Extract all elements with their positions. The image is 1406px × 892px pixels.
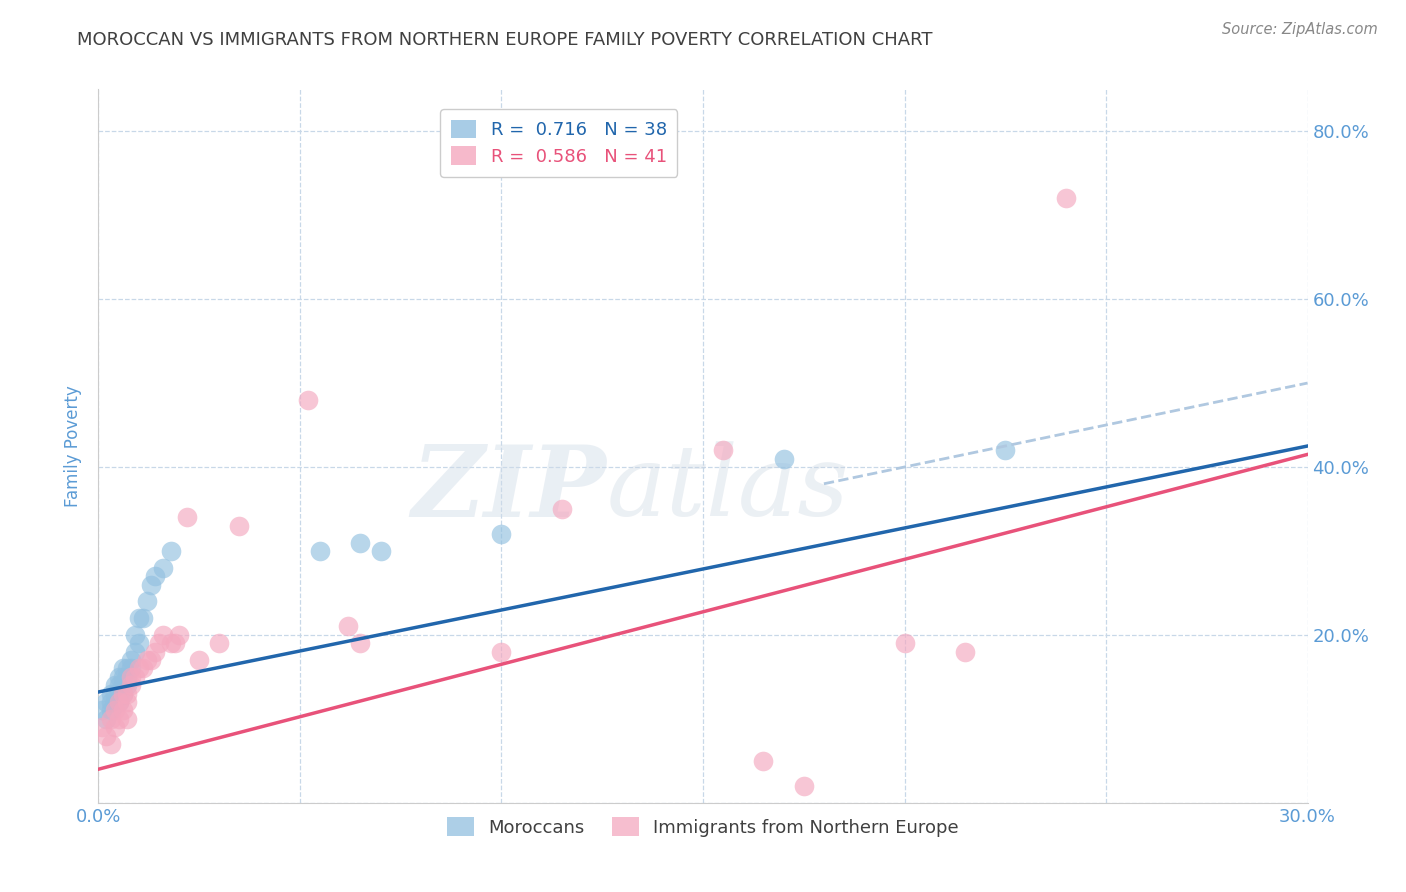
Point — [297, 392, 319, 407]
Point — [128, 636, 150, 650]
Text: MOROCCAN VS IMMIGRANTS FROM NORTHERN EUROPE FAMILY POVERTY CORRELATION CHART: MOROCCAN VS IMMIGRANTS FROM NORTHERN EUR… — [77, 31, 932, 49]
Point — [107, 678, 129, 692]
Point — [111, 678, 134, 692]
Legend: Moroccans, Immigrants from Northern Europe: Moroccans, Immigrants from Northern Euro… — [440, 810, 966, 844]
Point — [107, 670, 129, 684]
Point — [103, 720, 125, 734]
Point — [551, 502, 574, 516]
Point — [132, 661, 155, 675]
Text: atlas: atlas — [606, 442, 849, 536]
Point — [152, 560, 174, 574]
Point — [111, 687, 134, 701]
Point — [91, 720, 114, 734]
Point — [120, 678, 142, 692]
Point — [107, 712, 129, 726]
Point — [793, 779, 815, 793]
Point — [711, 443, 734, 458]
Point — [91, 703, 114, 717]
Point — [349, 535, 371, 549]
Point — [167, 628, 190, 642]
Point — [115, 712, 138, 726]
Point — [103, 695, 125, 709]
Point — [228, 518, 250, 533]
Point — [115, 678, 138, 692]
Point — [100, 712, 122, 726]
Point — [128, 661, 150, 675]
Point — [349, 636, 371, 650]
Point — [309, 544, 332, 558]
Point — [115, 661, 138, 675]
Point — [124, 628, 146, 642]
Point — [103, 678, 125, 692]
Point — [124, 670, 146, 684]
Point — [135, 653, 157, 667]
Point — [120, 653, 142, 667]
Point — [491, 645, 513, 659]
Point — [893, 636, 915, 650]
Point — [115, 670, 138, 684]
Point — [128, 611, 150, 625]
Point — [100, 737, 122, 751]
Point — [115, 695, 138, 709]
Point — [124, 645, 146, 659]
Point — [772, 451, 794, 466]
Point — [96, 729, 118, 743]
Point — [111, 661, 134, 675]
Point — [148, 636, 170, 650]
Point — [139, 653, 162, 667]
Point — [120, 670, 142, 684]
Point — [152, 628, 174, 642]
Point — [111, 703, 134, 717]
Y-axis label: Family Poverty: Family Poverty — [65, 385, 83, 507]
Point — [96, 712, 118, 726]
Point — [752, 754, 775, 768]
Point — [107, 695, 129, 709]
Point — [132, 611, 155, 625]
Point — [107, 695, 129, 709]
Text: ZIP: ZIP — [412, 441, 606, 537]
Point — [100, 687, 122, 701]
Point — [491, 527, 513, 541]
Point — [160, 636, 183, 650]
Point — [103, 687, 125, 701]
Point — [107, 687, 129, 701]
Text: Source: ZipAtlas.com: Source: ZipAtlas.com — [1222, 22, 1378, 37]
Point — [370, 544, 392, 558]
Point — [115, 687, 138, 701]
Point — [337, 619, 360, 633]
Point — [135, 594, 157, 608]
Point — [163, 636, 186, 650]
Point — [176, 510, 198, 524]
Point — [143, 569, 166, 583]
Point — [143, 645, 166, 659]
Point — [208, 636, 231, 650]
Point — [100, 695, 122, 709]
Point — [96, 695, 118, 709]
Point — [160, 544, 183, 558]
Point — [103, 703, 125, 717]
Point — [1054, 191, 1077, 205]
Point — [120, 661, 142, 675]
Point — [111, 670, 134, 684]
Point — [100, 703, 122, 717]
Point — [139, 577, 162, 591]
Point — [111, 687, 134, 701]
Point — [953, 645, 976, 659]
Point — [188, 653, 211, 667]
Point — [994, 443, 1017, 458]
